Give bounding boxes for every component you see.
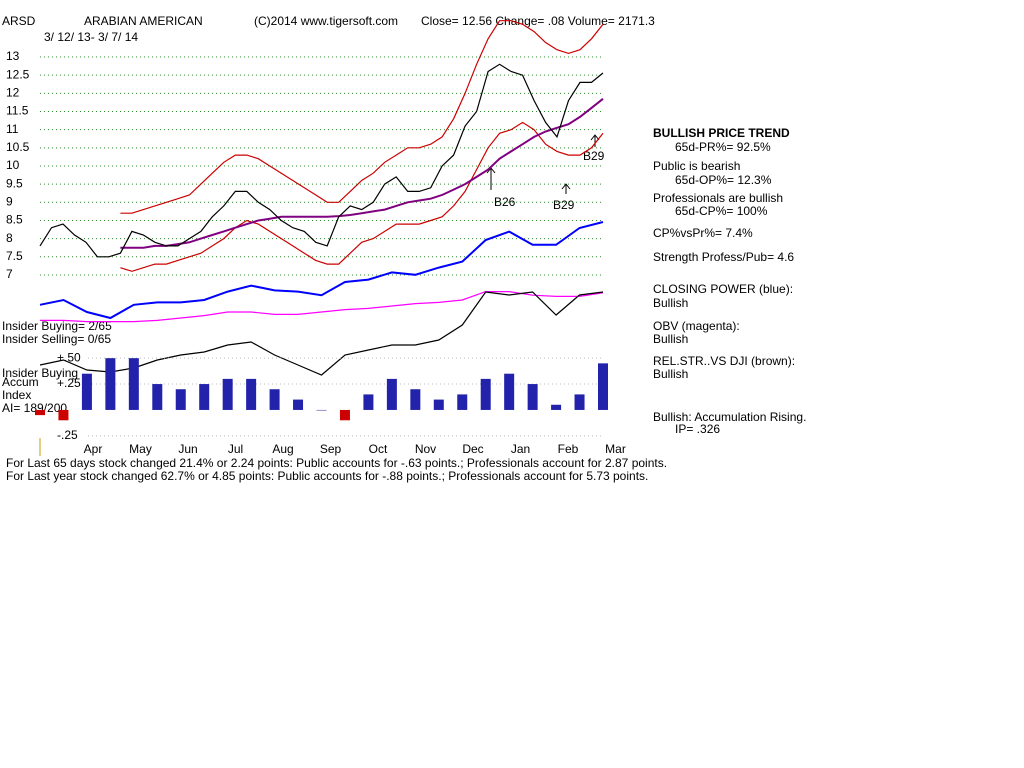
bar — [363, 394, 374, 410]
company: ARABIAN AMERICAN — [84, 14, 203, 28]
y-tick-label: -.25 — [57, 428, 78, 442]
y-tick-label: 10 — [6, 158, 20, 172]
y-tick-label: 8.5 — [6, 213, 23, 227]
x-tick-label: Oct — [369, 442, 388, 456]
symbol: ARSD — [2, 14, 36, 28]
y-tick-label: 10.5 — [6, 140, 30, 154]
bar — [598, 363, 608, 410]
series-line — [39, 63, 604, 258]
signal: 65d-OP%= 12.3% — [675, 173, 772, 187]
y-tick-label: 12 — [6, 85, 20, 99]
note: Accum — [2, 375, 39, 389]
y-tick-label: 9.5 — [6, 176, 23, 190]
signal: CP%vsPr%= 7.4% — [653, 226, 753, 240]
bar — [574, 394, 585, 410]
bar — [175, 389, 186, 410]
series-line — [120, 98, 604, 249]
note: Insider Buying — [2, 366, 78, 380]
note: Insider Buying= 2/65 — [2, 319, 112, 333]
signal: REL.STR..VS DJI (brown): — [653, 354, 795, 368]
quote: Close= 12.56 Change= .08 Volume= 2171.3 — [421, 14, 655, 28]
signal: Bullish — [653, 296, 688, 310]
x-tick-label: May — [129, 442, 152, 456]
x-tick-label: Jul — [228, 442, 243, 456]
bar — [81, 373, 92, 410]
bar — [222, 378, 233, 410]
bar — [269, 389, 280, 410]
bar — [316, 409, 327, 411]
series-line — [39, 221, 604, 320]
bar — [105, 358, 116, 410]
bar — [386, 378, 397, 410]
signal: CLOSING POWER (blue): — [653, 282, 793, 296]
bar — [410, 389, 421, 410]
signal: Public is bearish — [653, 159, 740, 173]
x-tick-label: Feb — [558, 442, 579, 456]
signal: Bullish: Accumulation Rising. — [653, 410, 806, 424]
y-tick-label: 8 — [6, 231, 13, 245]
x-tick-label: Apr — [84, 442, 103, 456]
bar — [339, 409, 350, 421]
y-tick-label: +.50 — [57, 350, 81, 364]
bar — [35, 409, 45, 416]
y-tick-label: 12.5 — [6, 67, 30, 81]
signal: OBV (magenta): — [653, 319, 740, 333]
footer-line: For Last year stock changed 62.7% or 4.8… — [6, 469, 648, 483]
bar — [551, 404, 562, 410]
footer-line: For Last 65 days stock changed 21.4% or … — [6, 456, 667, 470]
bar — [128, 358, 139, 410]
bar — [480, 378, 491, 410]
date-range: 3/ 12/ 13- 3/ 7/ 14 — [44, 30, 138, 44]
bar — [58, 409, 69, 421]
signal: Bullish — [653, 332, 688, 346]
x-tick-label: Dec — [462, 442, 483, 456]
bar — [246, 378, 257, 410]
signal: 65d-CP%= 100% — [675, 204, 768, 218]
source: (C)2014 www.tigersoft.com — [254, 14, 398, 28]
bar — [152, 384, 163, 410]
signal: BULLISH PRICE TREND — [653, 126, 790, 140]
signal: Strength Profess/Pub= 4.6 — [653, 250, 794, 264]
series-line — [120, 121, 604, 272]
signal: Bullish — [653, 367, 688, 381]
signal: Professionals are bullish — [653, 191, 783, 205]
series-line — [120, 20, 604, 214]
y-tick-label: 9 — [6, 194, 13, 208]
y-tick-label: 11.5 — [6, 104, 29, 118]
x-tick-label: Jan — [511, 442, 530, 456]
note: Index — [2, 388, 31, 402]
series-line — [40, 291, 604, 323]
annotation: B29 — [553, 198, 575, 212]
note: AI= 189/200 — [2, 401, 67, 415]
annotation: B29 — [583, 149, 605, 163]
bar — [433, 399, 444, 410]
x-tick-label: Nov — [415, 442, 436, 456]
x-tick-label: Sep — [320, 442, 342, 456]
bar — [199, 384, 210, 410]
y-tick-label: 11 — [6, 122, 19, 136]
y-tick-label: 13 — [6, 49, 20, 63]
bar — [504, 373, 515, 410]
bar — [293, 399, 304, 410]
note: Insider Selling= 0/65 — [2, 332, 111, 346]
bar — [527, 384, 538, 410]
arrow — [590, 134, 600, 147]
arrow — [561, 183, 571, 194]
x-tick-label: Mar — [605, 442, 626, 456]
y-tick-label: +.25 — [57, 376, 81, 390]
signal: IP= .326 — [675, 422, 720, 436]
signal: 65d-PR%= 92.5% — [675, 140, 771, 154]
x-tick-label: Jun — [178, 442, 197, 456]
y-tick-label: 7.5 — [6, 249, 23, 263]
y-tick-label: 7 — [6, 267, 13, 281]
bar — [457, 394, 468, 410]
x-tick-label: Aug — [272, 442, 293, 456]
